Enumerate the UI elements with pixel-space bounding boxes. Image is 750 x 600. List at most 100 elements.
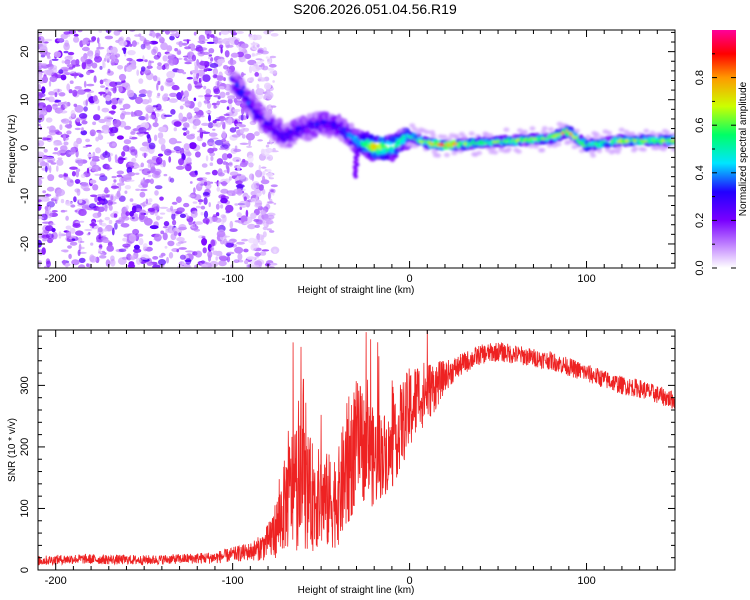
noise-blob [151, 172, 161, 179]
noise-blob [38, 203, 42, 211]
noise-blob [108, 204, 113, 211]
noise-blob [220, 47, 223, 54]
noise-blob [124, 190, 128, 194]
noise-blob [68, 151, 75, 155]
signal-halo [618, 127, 625, 132]
noise-blob [80, 173, 86, 179]
noise-blob [269, 230, 275, 233]
noise-blob [145, 113, 149, 121]
noise-blob [60, 198, 65, 204]
y-tick-label: -20 [19, 236, 31, 252]
noise-blob [132, 248, 142, 253]
noise-blob [55, 131, 63, 136]
noise-blob [202, 247, 207, 254]
noise-blob [46, 260, 51, 268]
noise-blob [111, 142, 116, 147]
noise-blob [238, 200, 248, 208]
noise-blob [209, 63, 219, 68]
noise-blob [210, 155, 214, 162]
noise-blob [98, 42, 101, 48]
colorbar-tick-label: 0.0 [694, 260, 706, 275]
x-tick-label: 100 [577, 575, 595, 587]
noise-blob [241, 71, 244, 78]
noise-blob [144, 69, 152, 76]
noise-blob [71, 259, 80, 266]
y-tick-label: 10 [19, 94, 31, 106]
snr-series-line [38, 330, 675, 567]
signal-halo [505, 147, 512, 152]
noise-blob [234, 39, 240, 46]
noise-blob [160, 230, 165, 235]
noise-blob [221, 130, 226, 139]
y-tick-label: 0 [19, 145, 31, 151]
noise-blob [200, 115, 205, 118]
noise-blob [201, 238, 208, 246]
signal-halo [643, 128, 650, 134]
noise-blob [63, 50, 69, 54]
signal-blob [289, 141, 298, 145]
noise-blob [193, 97, 197, 102]
noise-blob [81, 127, 84, 132]
noise-blob [212, 74, 218, 79]
signal-blob [243, 88, 250, 92]
noise-blob [170, 205, 174, 212]
signal-halo [424, 129, 431, 135]
noise-blob [168, 98, 178, 103]
noise-blob [176, 196, 182, 203]
noise-blob [157, 92, 161, 97]
noise-blob [217, 58, 226, 64]
noise-blob [80, 130, 88, 136]
noise-blob [160, 252, 166, 257]
noise-blob [220, 204, 224, 209]
noise-blob [155, 103, 162, 111]
noise-blob [158, 259, 166, 266]
noise-blob [102, 59, 105, 68]
noise-blob [210, 57, 214, 62]
noise-blob [170, 33, 178, 37]
noise-blob [73, 196, 77, 203]
noise-blob [180, 90, 184, 96]
noise-blob [245, 132, 255, 141]
noise-blob [125, 211, 130, 217]
noise-blob [98, 243, 103, 250]
noise-blob [250, 42, 259, 46]
noise-blob [119, 177, 125, 183]
noise-blob [221, 138, 227, 142]
noise-blob [64, 209, 68, 213]
noise-blob [88, 53, 93, 60]
noise-blob [157, 153, 164, 157]
noise-blob [70, 109, 76, 118]
colorbar-tick-label: 0.6 [694, 118, 706, 133]
noise-blob [119, 108, 126, 111]
noise-blob [191, 69, 200, 74]
noise-blob [45, 117, 53, 123]
noise-blob [116, 190, 121, 198]
noise-blob [193, 107, 200, 112]
noise-blob [43, 148, 48, 153]
noise-blob [118, 85, 123, 93]
noise-blob [142, 55, 145, 63]
noise-blob [196, 72, 199, 79]
noise-blob [159, 196, 164, 201]
noise-blob [136, 233, 144, 237]
noise-blob [104, 216, 111, 221]
noise-blob [227, 98, 233, 104]
noise-blob [215, 256, 218, 261]
noise-blob [112, 86, 117, 94]
noise-blob [179, 254, 186, 260]
noise-blob [247, 223, 256, 230]
noise-blob [51, 210, 58, 213]
snr-y-ticks: 0 100 200 300 [19, 335, 675, 573]
noise-blob [74, 209, 78, 213]
noise-blob [205, 155, 209, 162]
signal-blob [277, 122, 282, 127]
noise-blob [91, 62, 98, 69]
signal-halo [461, 134, 468, 140]
noise-blob [165, 78, 173, 83]
signal-halo [616, 146, 623, 151]
noise-blob [70, 204, 76, 208]
noise-blob [38, 199, 42, 202]
signal-halo [539, 148, 546, 153]
noise-blob [190, 223, 196, 229]
signal-blob [370, 142, 378, 151]
